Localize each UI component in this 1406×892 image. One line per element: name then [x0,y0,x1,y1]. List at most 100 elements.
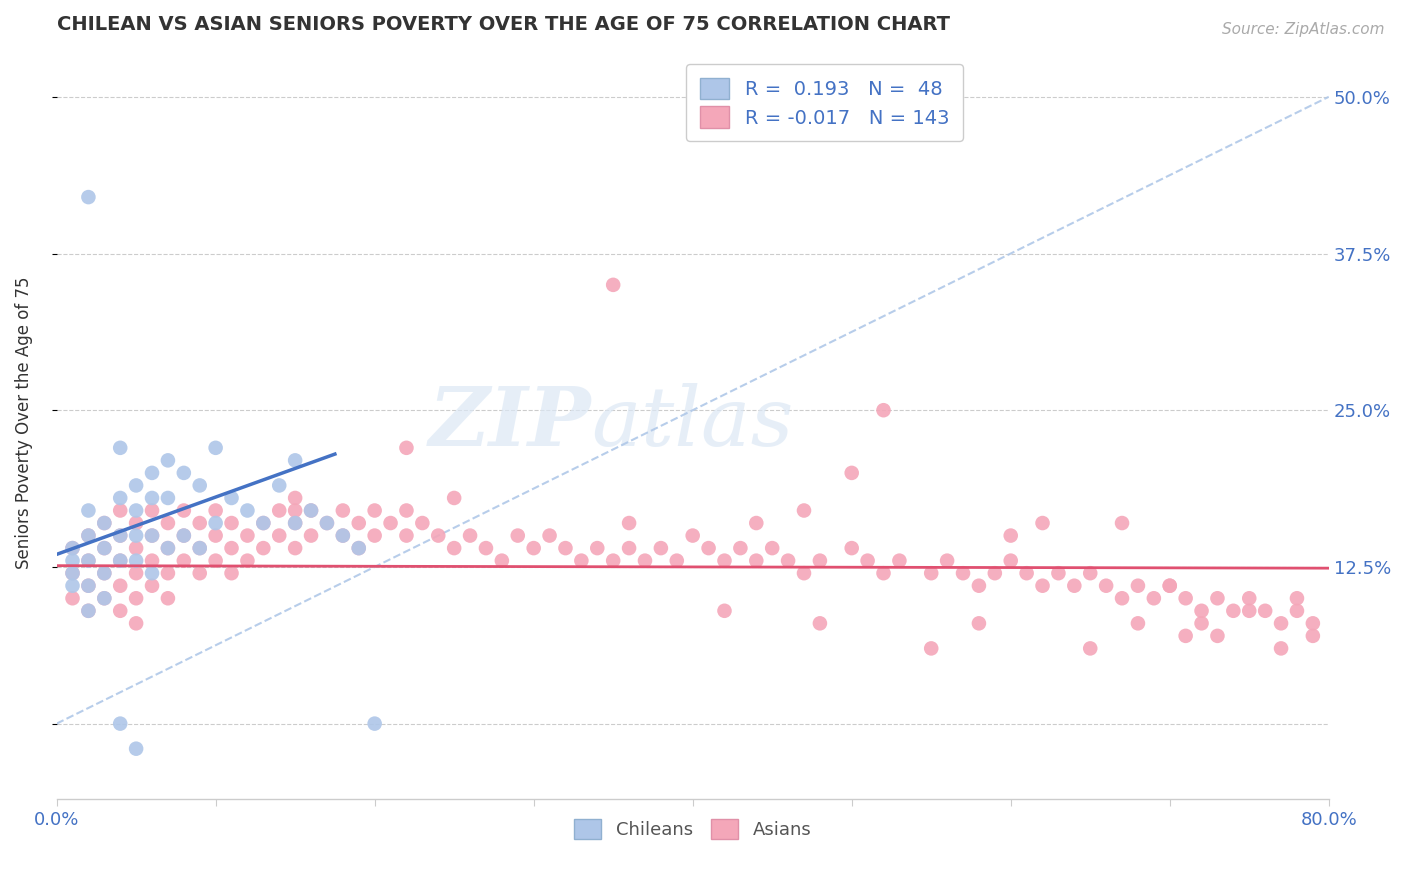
Point [1206,591,1229,606]
Point [475,541,498,555]
Point [173,503,195,517]
Point [808,616,831,631]
Point [141,503,163,517]
Point [745,516,768,530]
Point [889,554,911,568]
Point [221,541,243,555]
Point [204,441,226,455]
Point [697,541,720,555]
Point [1191,616,1213,631]
Point [967,579,990,593]
Point [967,616,990,631]
Point [363,528,385,542]
Point [236,554,259,568]
Point [141,528,163,542]
Point [1206,629,1229,643]
Point [77,503,100,517]
Point [1031,516,1053,530]
Point [125,503,148,517]
Point [316,516,339,530]
Point [665,554,688,568]
Point [110,491,132,505]
Point [269,478,291,492]
Point [1302,616,1324,631]
Point [1270,616,1292,631]
Point [284,503,307,517]
Point [141,554,163,568]
Point [93,566,115,581]
Point [952,566,974,581]
Point [1239,604,1261,618]
Point [77,528,100,542]
Point [491,554,513,568]
Point [347,541,370,555]
Point [62,554,84,568]
Point [62,591,84,606]
Point [125,591,148,606]
Point [77,579,100,593]
Point [156,566,179,581]
Point [380,516,402,530]
Point [141,466,163,480]
Point [188,478,211,492]
Point [395,528,418,542]
Point [411,516,433,530]
Point [93,591,115,606]
Point [1285,604,1308,618]
Point [110,579,132,593]
Point [984,566,1007,581]
Point [125,516,148,530]
Point [713,554,735,568]
Point [62,541,84,555]
Point [236,503,259,517]
Point [93,516,115,530]
Point [602,277,624,292]
Point [395,503,418,517]
Point [1174,629,1197,643]
Point [77,579,100,593]
Point [1111,591,1133,606]
Point [1000,554,1022,568]
Point [125,528,148,542]
Point [173,528,195,542]
Point [713,604,735,618]
Point [1174,591,1197,606]
Point [363,716,385,731]
Point [77,604,100,618]
Point [221,566,243,581]
Point [1063,579,1085,593]
Point [299,503,322,517]
Point [156,541,179,555]
Point [1078,641,1101,656]
Point [188,516,211,530]
Point [569,554,592,568]
Legend: Chileans, Asians: Chileans, Asians [567,812,818,847]
Point [936,554,959,568]
Text: ZIP: ZIP [429,383,591,463]
Point [110,554,132,568]
Point [221,491,243,505]
Point [856,554,879,568]
Point [204,516,226,530]
Point [841,466,863,480]
Point [538,528,561,542]
Point [586,541,609,555]
Point [77,554,100,568]
Point [125,741,148,756]
Point [443,541,465,555]
Point [1111,516,1133,530]
Point [458,528,481,542]
Point [141,528,163,542]
Point [1222,604,1244,618]
Point [427,528,450,542]
Point [156,541,179,555]
Point [1126,616,1149,631]
Point [1239,591,1261,606]
Point [93,541,115,555]
Point [252,541,274,555]
Point [125,541,148,555]
Point [1302,629,1324,643]
Point [93,516,115,530]
Point [110,528,132,542]
Point [204,503,226,517]
